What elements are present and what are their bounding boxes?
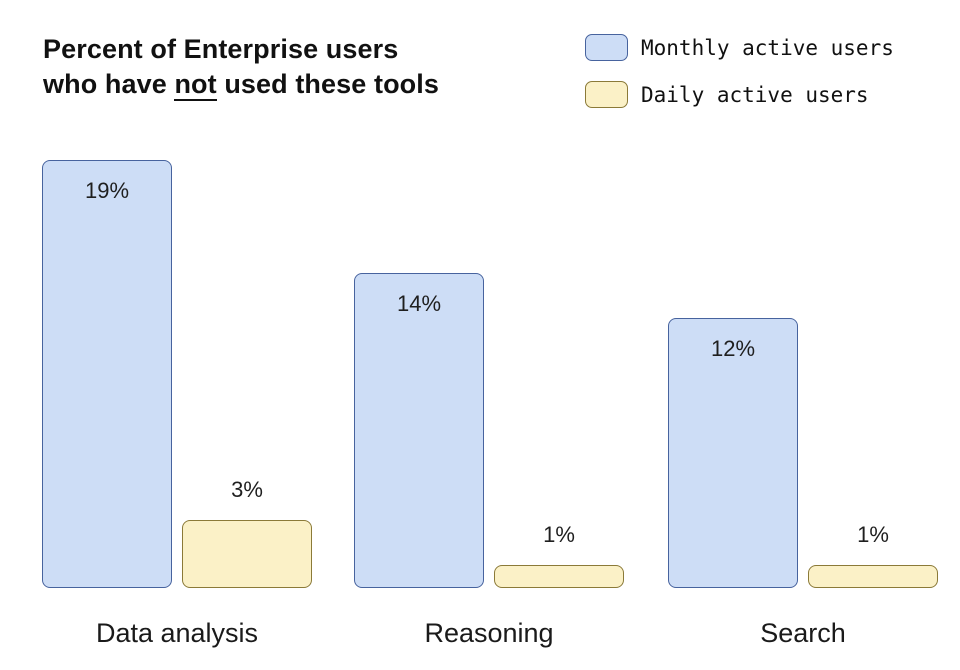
legend-swatch (585, 81, 628, 108)
bar--daily-active-users--data-analysis (182, 520, 312, 588)
value-label--daily-active-users--data-analysis: 3% (231, 477, 263, 502)
chart-title-line2-suffix: used these tools (216, 69, 439, 99)
value-label--daily-active-users--search: 1% (857, 522, 889, 547)
legend-item-daily-active-users: Daily active users (585, 81, 894, 108)
legend-swatch (585, 34, 628, 61)
chart-title-line1: Percent of Enterprise users (43, 34, 399, 64)
bar--daily-active-users--reasoning (494, 565, 624, 588)
chart-title-underlined-word: not (174, 69, 217, 101)
chart-title-line2: who have not used these tools (43, 67, 439, 102)
bar--monthly-active-users--reasoning (354, 273, 484, 588)
category-label--search: Search (760, 618, 846, 648)
value-label--monthly-active-users--search: 12% (710, 336, 756, 361)
legend-item-monthly-active-users: Monthly active users (585, 34, 894, 61)
bar--daily-active-users--search (808, 565, 938, 588)
legend: Monthly active users Daily active users (585, 34, 894, 108)
value-label--daily-active-users--reasoning: 1% (543, 522, 575, 547)
legend-label: Daily active users (641, 82, 869, 107)
bar--monthly-active-users--search (668, 318, 798, 588)
category-label--reasoning: Reasoning (424, 618, 554, 648)
legend-label: Monthly active users (641, 35, 894, 60)
value-label--monthly-active-users--reasoning: 14% (396, 291, 442, 316)
value-label--monthly-active-users--data-analysis: 19% (84, 178, 130, 203)
chart-title: Percent of Enterprise users who have not… (43, 32, 439, 102)
category-label--data-analysis: Data analysis (95, 618, 259, 648)
chart-title-line2-prefix: who have (43, 69, 175, 99)
bar--monthly-active-users--data-analysis (42, 160, 172, 588)
